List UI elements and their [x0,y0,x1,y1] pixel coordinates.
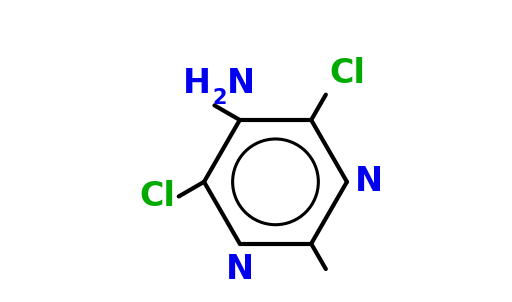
Text: Cl: Cl [329,57,365,90]
Text: N: N [226,253,254,287]
Text: 2: 2 [213,88,227,108]
Text: N: N [355,165,383,198]
Text: N: N [227,67,255,101]
Text: Cl: Cl [140,180,176,213]
Text: H: H [183,67,211,101]
